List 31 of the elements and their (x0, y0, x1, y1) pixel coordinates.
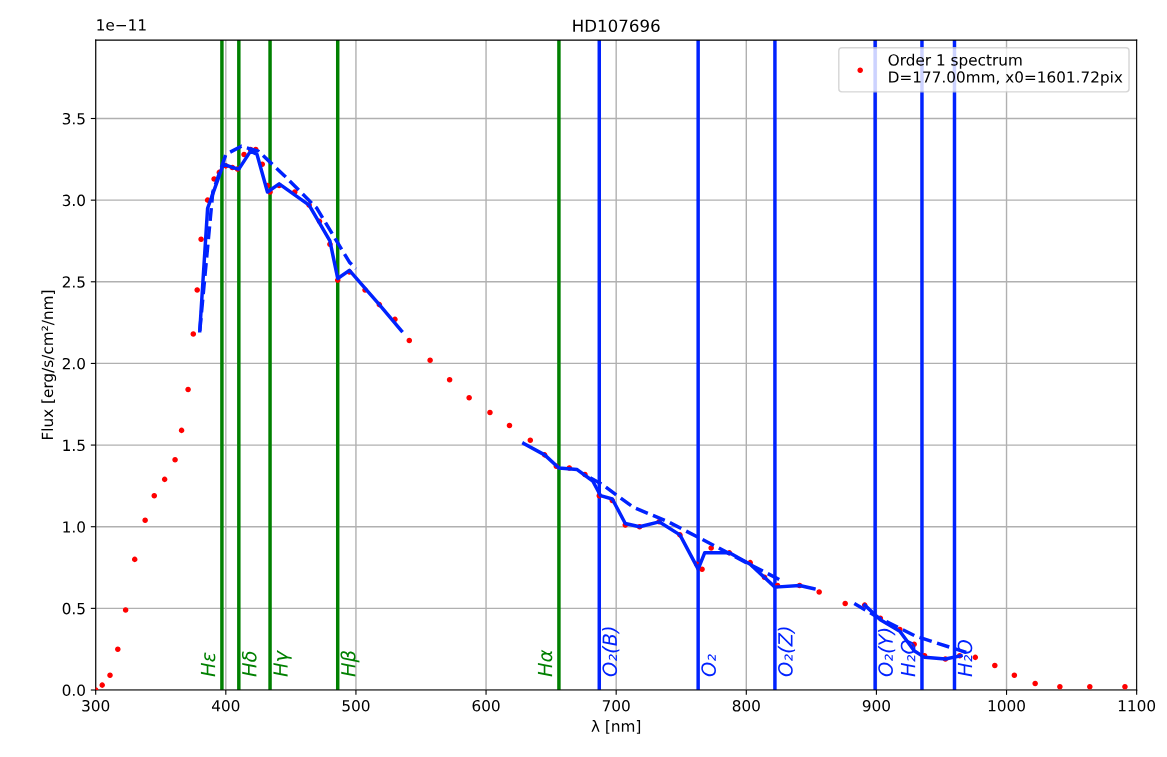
y-tick-label: 3.5 (62, 112, 85, 125)
x-axis-title: λ [nm] (591, 720, 641, 734)
ref-line-label: Hβ (340, 651, 360, 677)
chart-title: HD107696 (573, 19, 660, 33)
x-tick-label: 1100 (1118, 700, 1156, 712)
y-tick-label: 1.5 (63, 439, 85, 452)
y-tick-label: 0.5 (62, 602, 85, 615)
ref-line-label: O₂(Y) (877, 628, 896, 677)
x-tick-label: 600 (472, 700, 500, 712)
x-tick-label: 900 (862, 700, 890, 712)
x-tick-label: 700 (602, 700, 630, 712)
x-tick-label: 500 (342, 700, 370, 712)
y-tick-label: 3.0 (62, 194, 85, 207)
ref-line-label: O₂(Z) (777, 627, 796, 677)
x-tick-label: 1000 (988, 700, 1025, 712)
text: 1e−11 (97, 19, 146, 31)
x-tick-label: 400 (211, 700, 240, 712)
y-tick-label: 2.5 (62, 276, 85, 288)
y-tick-label: 1.0 (63, 521, 85, 533)
x-tick-label: 800 (732, 700, 760, 712)
ref-line-label: Hγ (273, 650, 292, 677)
y-axis-title: Flux [erg/s/cm²/nm] (41, 290, 57, 440)
ref-line-label: O₂(B) (602, 627, 620, 677)
x-tick-label: 300 (82, 700, 110, 712)
ref-line-label: Hε (200, 652, 216, 677)
y-tick-label: 2.0 (62, 357, 85, 370)
y-tick-label: 0.0 (62, 684, 85, 697)
ref-line-label: Hδ (241, 651, 257, 677)
legend-label: Order 1 spectrum D=177.00mm, x0=1601.72pix (888, 53, 1123, 86)
ref-line-label: O₂ (701, 654, 716, 677)
ref-line-label: Hα (537, 649, 553, 677)
